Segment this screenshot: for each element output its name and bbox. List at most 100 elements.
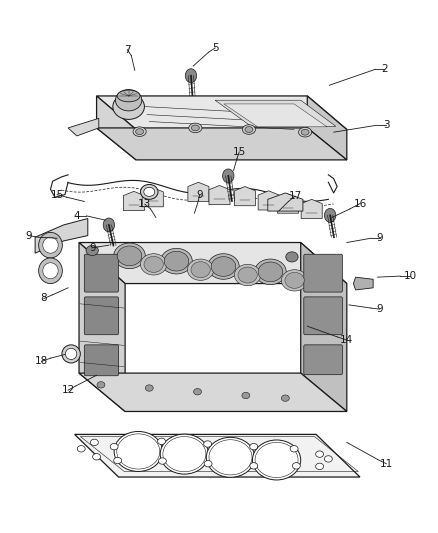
Text: 10: 10 — [403, 271, 416, 281]
Ellipse shape — [324, 456, 332, 462]
Polygon shape — [96, 96, 346, 130]
Text: 11: 11 — [379, 459, 392, 469]
Ellipse shape — [315, 463, 323, 470]
Text: 16: 16 — [353, 199, 366, 208]
Ellipse shape — [144, 187, 155, 197]
Text: 18: 18 — [35, 357, 48, 366]
FancyBboxPatch shape — [84, 254, 118, 292]
Ellipse shape — [145, 385, 153, 391]
Polygon shape — [353, 277, 372, 290]
Polygon shape — [300, 199, 321, 219]
Ellipse shape — [115, 90, 141, 111]
Circle shape — [324, 208, 335, 222]
Ellipse shape — [164, 252, 188, 271]
Ellipse shape — [113, 243, 145, 269]
Ellipse shape — [133, 127, 146, 136]
Polygon shape — [79, 373, 346, 411]
Ellipse shape — [39, 258, 62, 284]
Text: 9: 9 — [88, 243, 95, 253]
Ellipse shape — [86, 245, 98, 255]
Ellipse shape — [110, 443, 118, 450]
Ellipse shape — [62, 345, 80, 363]
Text: 5: 5 — [211, 43, 218, 53]
Text: 14: 14 — [339, 335, 353, 345]
Ellipse shape — [140, 184, 158, 199]
Ellipse shape — [144, 256, 163, 272]
Ellipse shape — [204, 461, 212, 467]
Polygon shape — [79, 243, 125, 411]
Ellipse shape — [114, 432, 162, 472]
Polygon shape — [123, 191, 144, 211]
Ellipse shape — [193, 389, 201, 395]
Text: 2: 2 — [380, 64, 387, 74]
Text: 12: 12 — [61, 385, 74, 395]
Ellipse shape — [188, 123, 201, 133]
Ellipse shape — [234, 264, 260, 286]
Ellipse shape — [298, 127, 311, 137]
Ellipse shape — [187, 259, 213, 280]
Ellipse shape — [206, 437, 254, 478]
Polygon shape — [142, 188, 163, 207]
Ellipse shape — [191, 125, 199, 131]
Ellipse shape — [211, 257, 235, 276]
Ellipse shape — [249, 443, 257, 450]
Text: 17: 17 — [288, 191, 301, 201]
FancyBboxPatch shape — [303, 297, 342, 335]
Ellipse shape — [157, 438, 165, 445]
Ellipse shape — [252, 440, 300, 480]
Ellipse shape — [113, 94, 144, 119]
Ellipse shape — [281, 270, 307, 291]
Ellipse shape — [135, 129, 143, 134]
Ellipse shape — [191, 262, 210, 278]
Polygon shape — [223, 104, 326, 127]
Polygon shape — [96, 96, 136, 160]
Ellipse shape — [117, 246, 141, 265]
Ellipse shape — [65, 349, 77, 359]
FancyBboxPatch shape — [84, 345, 118, 376]
Ellipse shape — [258, 262, 282, 281]
Ellipse shape — [90, 439, 98, 446]
Polygon shape — [307, 96, 346, 160]
Ellipse shape — [113, 457, 121, 464]
Ellipse shape — [242, 125, 255, 134]
Text: 13: 13 — [138, 199, 151, 209]
Ellipse shape — [39, 232, 62, 258]
Polygon shape — [234, 187, 255, 206]
Circle shape — [222, 169, 233, 183]
Polygon shape — [35, 219, 88, 253]
Ellipse shape — [281, 395, 289, 401]
Ellipse shape — [285, 252, 297, 262]
Polygon shape — [267, 193, 302, 211]
Text: 8: 8 — [40, 294, 47, 303]
Ellipse shape — [117, 90, 140, 102]
Ellipse shape — [241, 392, 249, 399]
Text: 9: 9 — [375, 304, 382, 314]
Text: 15: 15 — [50, 190, 64, 199]
Ellipse shape — [292, 463, 300, 469]
Polygon shape — [258, 191, 279, 210]
Text: 4: 4 — [73, 211, 80, 221]
Ellipse shape — [249, 463, 257, 469]
Ellipse shape — [203, 441, 211, 447]
Polygon shape — [74, 434, 359, 477]
Text: 9: 9 — [375, 233, 382, 243]
Polygon shape — [300, 243, 346, 411]
Circle shape — [103, 218, 114, 232]
Ellipse shape — [140, 254, 166, 275]
Text: 9: 9 — [196, 190, 203, 199]
Polygon shape — [187, 182, 208, 201]
Ellipse shape — [160, 248, 192, 274]
FancyBboxPatch shape — [84, 297, 118, 335]
FancyBboxPatch shape — [303, 254, 342, 292]
Text: 9: 9 — [25, 231, 32, 240]
Ellipse shape — [300, 130, 308, 135]
Ellipse shape — [158, 458, 166, 464]
Polygon shape — [215, 100, 335, 126]
Text: 15: 15 — [232, 147, 245, 157]
Ellipse shape — [160, 434, 208, 474]
Ellipse shape — [237, 267, 257, 283]
Ellipse shape — [92, 454, 100, 460]
Polygon shape — [68, 118, 99, 136]
Ellipse shape — [284, 272, 304, 288]
Circle shape — [185, 69, 196, 83]
